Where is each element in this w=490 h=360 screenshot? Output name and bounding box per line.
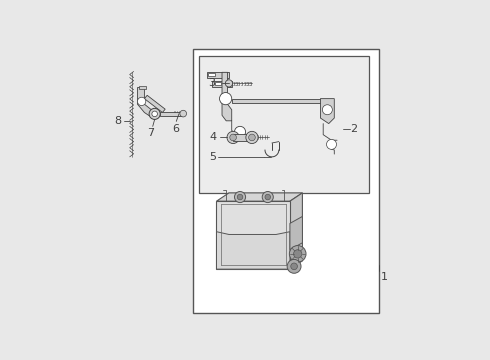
- Polygon shape: [217, 232, 290, 269]
- Circle shape: [227, 131, 239, 144]
- Text: 2: 2: [350, 124, 358, 134]
- Polygon shape: [217, 193, 302, 201]
- Circle shape: [149, 108, 160, 120]
- Circle shape: [291, 263, 297, 270]
- Circle shape: [152, 111, 157, 117]
- Bar: [160, 112, 182, 116]
- Text: 5: 5: [210, 152, 217, 162]
- Circle shape: [290, 246, 306, 262]
- Polygon shape: [290, 193, 302, 269]
- Polygon shape: [222, 72, 232, 121]
- Circle shape: [225, 80, 233, 87]
- Polygon shape: [145, 95, 165, 112]
- Polygon shape: [207, 72, 229, 78]
- Circle shape: [246, 131, 258, 144]
- Bar: [208, 73, 215, 76]
- Circle shape: [294, 250, 302, 258]
- Text: 3: 3: [208, 78, 215, 89]
- Text: 1: 1: [381, 273, 388, 283]
- Polygon shape: [320, 99, 334, 123]
- Circle shape: [265, 194, 270, 200]
- Circle shape: [138, 97, 146, 105]
- Text: 8: 8: [114, 116, 122, 126]
- Circle shape: [326, 139, 337, 149]
- Polygon shape: [290, 216, 302, 250]
- Polygon shape: [232, 99, 332, 103]
- Polygon shape: [138, 87, 155, 118]
- Circle shape: [235, 126, 245, 138]
- Circle shape: [262, 192, 273, 203]
- Circle shape: [287, 260, 301, 273]
- Circle shape: [248, 134, 255, 141]
- Polygon shape: [212, 81, 232, 87]
- Circle shape: [237, 194, 243, 200]
- Bar: [139, 86, 146, 89]
- Circle shape: [230, 134, 237, 141]
- Circle shape: [220, 93, 232, 105]
- Bar: [215, 82, 220, 85]
- Bar: [233, 134, 251, 141]
- Text: 7: 7: [147, 128, 154, 138]
- Polygon shape: [217, 201, 290, 269]
- Circle shape: [322, 105, 332, 115]
- Text: 4: 4: [209, 132, 217, 143]
- Circle shape: [235, 192, 245, 203]
- Bar: [199, 56, 369, 193]
- Bar: [193, 49, 379, 312]
- Text: 6: 6: [172, 123, 179, 134]
- Circle shape: [180, 110, 187, 117]
